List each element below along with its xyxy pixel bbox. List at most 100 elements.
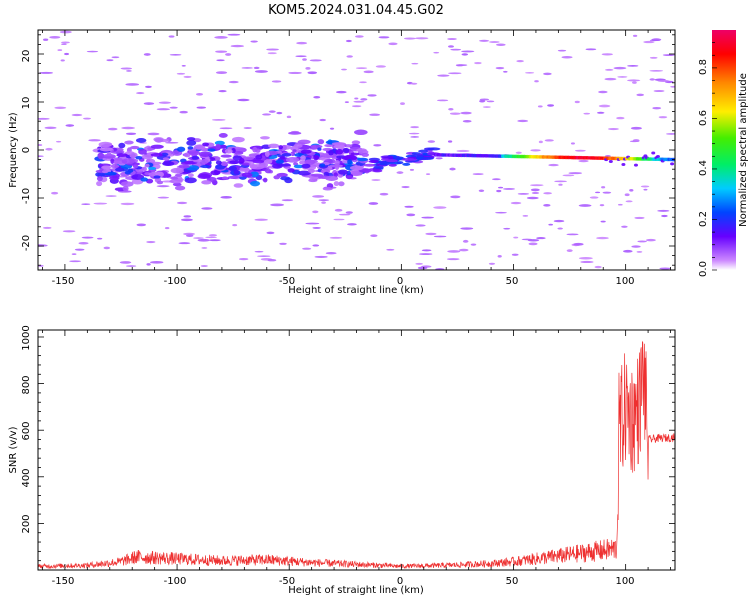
heatmap-cell	[631, 245, 641, 248]
snr-y-axis-label: SNR (v/v)	[8, 426, 19, 473]
heatmap-cell	[179, 110, 188, 114]
heatmap-cell	[216, 59, 225, 62]
heatmap-cell	[253, 66, 260, 70]
heatmap-cell	[241, 67, 253, 69]
heatmap-cell	[503, 70, 508, 73]
heatmap-cell	[38, 143, 43, 147]
heatmap-cell	[170, 167, 185, 174]
heatmap-cell	[115, 167, 125, 172]
heatmap-cell	[156, 180, 164, 185]
heatmap-cell	[192, 158, 203, 163]
heatmap-cell	[568, 172, 583, 175]
heatmap-cell	[325, 175, 339, 181]
heatmap-cell	[421, 249, 432, 252]
heatmap-cell	[604, 77, 617, 81]
heatmap-cell	[105, 195, 117, 197]
heatmap-cell	[351, 140, 361, 145]
heatmap-cell	[517, 119, 529, 123]
heatmap-cell	[162, 161, 175, 167]
heatmap-cell	[220, 195, 233, 199]
heatmap-cell	[317, 139, 325, 145]
heatmap-cell	[617, 76, 628, 78]
y-tick-label: -10	[21, 188, 32, 204]
heatmap-cell	[101, 170, 109, 174]
heatmap-cell	[594, 265, 602, 269]
heatmap-cell	[146, 240, 156, 244]
heatmap-cell	[344, 101, 349, 103]
heatmap-cell	[433, 206, 447, 209]
heatmap-cell	[168, 35, 175, 38]
heatmap-cell	[596, 111, 605, 114]
heatmap-cell	[111, 56, 120, 59]
heatmap-cell	[260, 136, 270, 140]
heatmap-cell	[101, 165, 112, 170]
heatmap-cell	[231, 136, 245, 143]
heatmap-cell	[410, 154, 425, 158]
heatmap-cell	[193, 144, 206, 150]
heatmap-cell	[62, 230, 76, 233]
heatmap-cell	[106, 152, 112, 156]
heatmap-cell	[243, 127, 252, 129]
heatmap-cell	[313, 96, 321, 99]
heatmap-cell	[120, 181, 134, 187]
heatmap-cell	[447, 250, 461, 253]
heatmap-cell	[433, 235, 447, 238]
heatmap-cell	[288, 71, 302, 75]
heatmap-cell	[164, 227, 170, 230]
heatmap-cell	[234, 151, 244, 155]
heatmap-cell	[404, 205, 414, 208]
heatmap-cell	[503, 188, 515, 190]
heatmap-cell	[510, 201, 522, 205]
heatmap-cell	[113, 160, 118, 165]
heatmap-cell	[479, 99, 486, 103]
heatmap-cell	[421, 156, 434, 160]
heatmap-cell	[408, 132, 420, 135]
heatmap-cell	[640, 185, 650, 188]
heatmap-cell	[292, 149, 297, 153]
heatmap-cell	[45, 147, 53, 151]
heatmap-cell	[517, 192, 530, 195]
heatmap-cell	[145, 85, 152, 88]
heatmap-cell	[329, 236, 343, 239]
heatmap-cell	[320, 163, 326, 168]
heatmap-cell	[156, 108, 170, 111]
heatmap-cell	[361, 152, 369, 157]
heatmap-cell	[355, 35, 364, 38]
x-tick-label: 0	[397, 276, 403, 287]
heatmap-cell	[138, 148, 147, 155]
heatmap-cell	[273, 175, 281, 180]
heatmap-cell	[388, 42, 398, 46]
heatmap-cell	[268, 110, 276, 113]
heatmap-cell	[207, 148, 216, 152]
x-tick-label: 0	[397, 576, 403, 587]
heatmap-cell	[281, 199, 294, 202]
heatmap-cell	[328, 149, 334, 156]
heatmap-cell	[368, 202, 379, 205]
x-tick-label: 50	[506, 276, 519, 287]
heatmap-cell	[649, 69, 664, 72]
heatmap-cell	[319, 118, 327, 122]
heatmap-cell	[462, 239, 469, 243]
heatmap-cell	[293, 143, 303, 148]
heatmap-cell	[88, 139, 101, 142]
heatmap-cell	[367, 94, 377, 97]
heatmap-cell	[312, 210, 319, 214]
heatmap-cell	[515, 151, 522, 154]
heatmap-cell	[334, 165, 340, 170]
heatmap-cell	[219, 127, 233, 130]
heatmap-cell	[574, 149, 586, 152]
heatmap-cell	[264, 168, 272, 174]
heatmap-cell	[649, 39, 661, 42]
heatmap-cell	[180, 161, 195, 165]
heatmap-cell	[627, 65, 639, 67]
heatmap-cell	[267, 52, 277, 55]
heatmap-cell	[437, 74, 450, 77]
heatmap-cell	[543, 204, 551, 207]
heatmap-cell	[557, 227, 563, 230]
heatmap-cell	[286, 115, 292, 119]
heatmap-cell	[415, 262, 423, 265]
heatmap-cell	[238, 257, 249, 261]
heatmap-cell	[165, 141, 179, 144]
heatmap-cell	[492, 178, 501, 181]
heatmap-cell	[281, 152, 292, 157]
